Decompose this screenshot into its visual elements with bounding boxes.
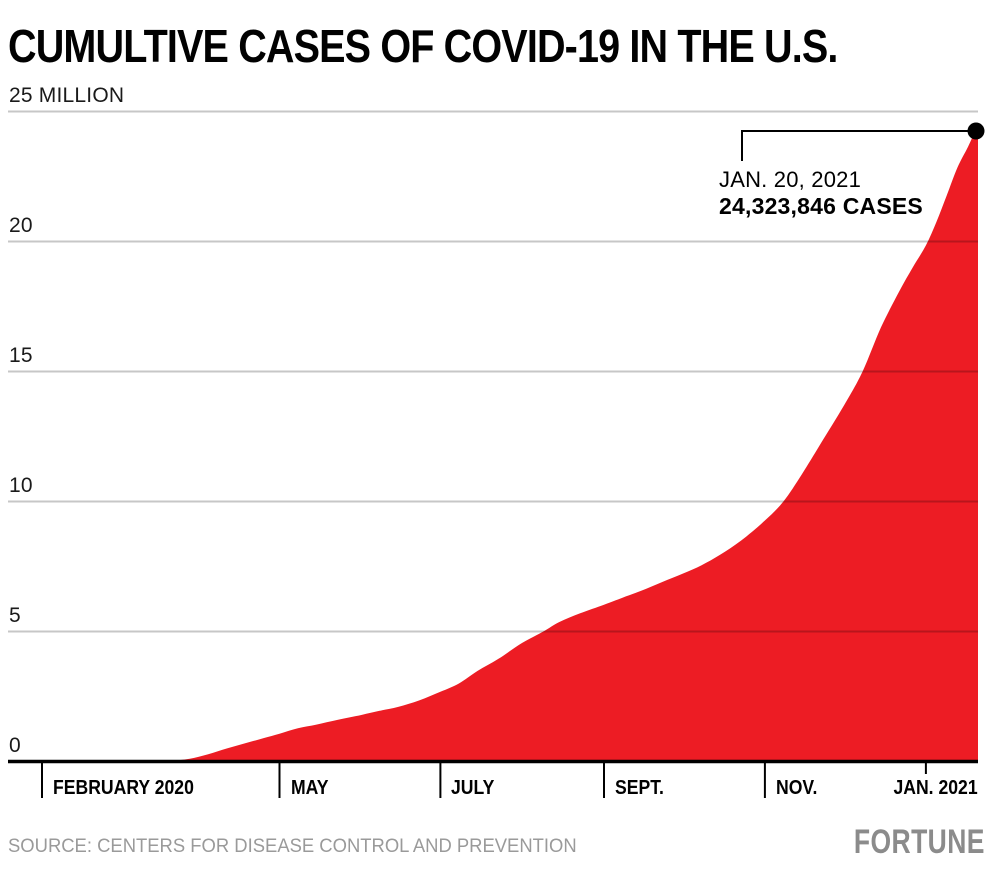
y-axis-label-0: 0	[9, 733, 21, 757]
chart-title: CUMULTIVE CASES OF COVID-19 IN THE U.S.	[8, 20, 838, 72]
y-axis-label-5: 5	[9, 603, 21, 627]
cases-area	[13, 129, 978, 762]
annotation-value: 24,323,846 CASES	[719, 193, 923, 219]
x-axis-label-july: JULY	[451, 777, 495, 799]
y-axis-label-15: 15	[9, 343, 33, 367]
source-credit: SOURCE: CENTERS FOR DISEASE CONTROL AND …	[8, 836, 577, 857]
x-axis-label-sept-: SEPT.	[615, 777, 664, 799]
y-axis-label-20: 20	[9, 213, 33, 237]
x-axis-label-may: MAY	[290, 777, 328, 799]
y-axis-label-25: 25 MILLION	[9, 83, 125, 107]
annotation-date: JAN. 20, 2021	[719, 167, 862, 192]
x-axis-label-jan-2021: JAN. 2021	[893, 777, 978, 799]
x-axis-label-february-2020: FEBRUARY 2020	[53, 777, 194, 799]
endpoint-annotation: JAN. 20, 2021 24,323,846 CASES	[719, 167, 923, 220]
annotation-callout-line	[741, 130, 976, 161]
y-axis-label-10: 10	[9, 473, 33, 497]
x-axis-label-nov-: NOV.	[775, 777, 818, 799]
endpoint-dot	[967, 122, 985, 140]
fortune-logo: FORTUNE	[854, 823, 985, 861]
